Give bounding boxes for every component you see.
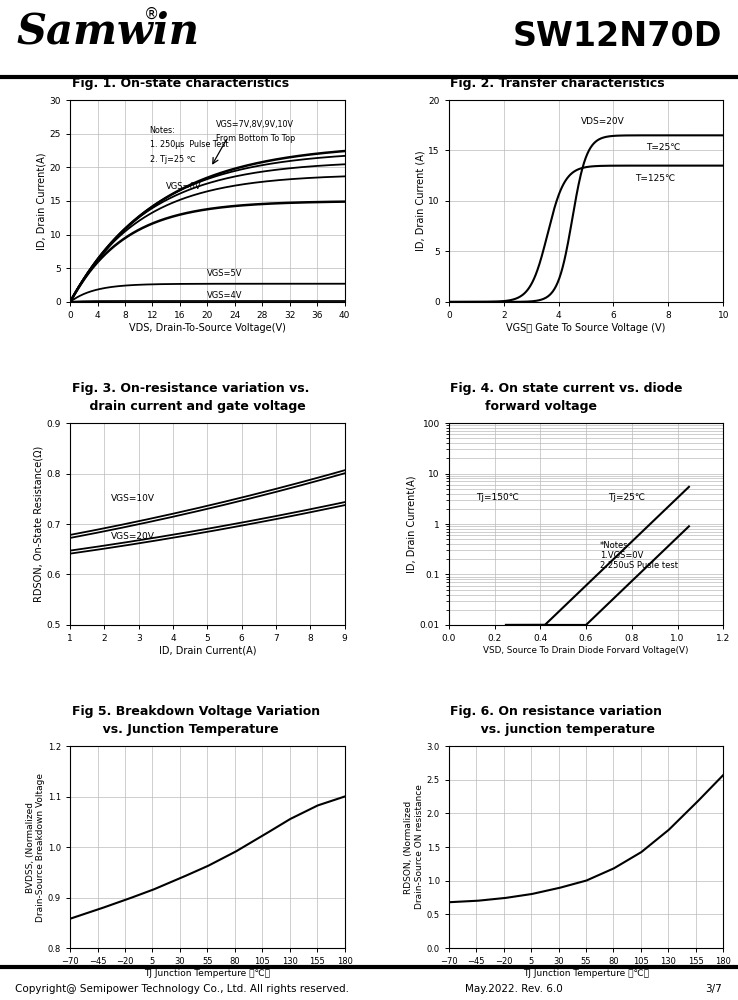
Text: drain current and gate voltage: drain current and gate voltage	[72, 400, 306, 413]
Text: VGS=6V: VGS=6V	[166, 182, 201, 191]
Y-axis label: BVDSS, (Normalized
Drain-Source Breakdown Voltage: BVDSS, (Normalized Drain-Source Breakdow…	[26, 773, 45, 922]
Text: VGS=5V: VGS=5V	[207, 269, 243, 278]
X-axis label: VSD, Source To Drain Diode Forvard Voltage(V): VSD, Source To Drain Diode Forvard Volta…	[483, 646, 689, 655]
Text: Fig. 2. Transfer characteristics: Fig. 2. Transfer characteristics	[450, 77, 665, 90]
Text: VDS=20V: VDS=20V	[581, 117, 624, 126]
Text: Notes:: Notes:	[150, 126, 176, 135]
Text: Fig. 3. On-resistance variation vs.: Fig. 3. On-resistance variation vs.	[72, 382, 309, 395]
Y-axis label: ID, Drain Current(A): ID, Drain Current(A)	[37, 152, 46, 250]
Text: VGS=4V: VGS=4V	[207, 291, 243, 300]
Text: SW12N70D: SW12N70D	[512, 19, 722, 52]
X-axis label: VDS, Drain-To-Source Voltage(V): VDS, Drain-To-Source Voltage(V)	[129, 323, 286, 333]
Text: Fig 5. Breakdown Voltage Variation: Fig 5. Breakdown Voltage Variation	[72, 705, 320, 718]
Text: *Notes:
1.VGS=0V
2.250uS Pusle test: *Notes: 1.VGS=0V 2.250uS Pusle test	[600, 541, 677, 570]
Text: forward voltage: forward voltage	[450, 400, 597, 413]
Text: T=25℃: T=25℃	[646, 143, 680, 152]
Text: VGS=10V: VGS=10V	[111, 494, 155, 503]
Text: T=125℃: T=125℃	[635, 174, 675, 183]
Text: 3/7: 3/7	[705, 984, 722, 994]
Text: Tj=25℃: Tj=25℃	[608, 493, 645, 502]
Text: Samwin: Samwin	[16, 11, 199, 53]
X-axis label: TJ Junction Temperture （℃）: TJ Junction Temperture （℃）	[523, 969, 649, 978]
Y-axis label: ID, Drain Current (A): ID, Drain Current (A)	[415, 151, 426, 251]
Text: ®: ®	[144, 7, 159, 22]
Text: Fig. 4. On state current vs. diode: Fig. 4. On state current vs. diode	[450, 382, 683, 395]
Text: Tj=150℃: Tj=150℃	[476, 493, 519, 502]
Text: Fig. 1. On-state characteristics: Fig. 1. On-state characteristics	[72, 77, 289, 90]
X-axis label: ID, Drain Current(A): ID, Drain Current(A)	[159, 646, 256, 656]
Y-axis label: RDSON, On-State Resistance(Ω): RDSON, On-State Resistance(Ω)	[34, 446, 44, 602]
X-axis label: VGS， Gate To Source Voltage (V): VGS， Gate To Source Voltage (V)	[506, 323, 666, 333]
Text: From Bottom To Top: From Bottom To Top	[215, 134, 294, 143]
Text: 2. Tj=25 ℃: 2. Tj=25 ℃	[150, 155, 196, 164]
Y-axis label: RDSON, (Normalized
Drain-Source ON resistance: RDSON, (Normalized Drain-Source ON resis…	[404, 785, 424, 909]
Text: Fig. 6. On resistance variation: Fig. 6. On resistance variation	[450, 705, 662, 718]
Text: Copyright@ Semipower Technology Co., Ltd. All rights reserved.: Copyright@ Semipower Technology Co., Ltd…	[15, 984, 349, 994]
Text: vs. Junction Temperature: vs. Junction Temperature	[72, 723, 278, 736]
Text: vs. junction temperature: vs. junction temperature	[450, 723, 655, 736]
Text: 1. 250μs  Pulse Test: 1. 250μs Pulse Test	[150, 140, 228, 149]
Text: May.2022. Rev. 6.0: May.2022. Rev. 6.0	[465, 984, 562, 994]
X-axis label: TJ Junction Temperture （℃）: TJ Junction Temperture （℃）	[145, 969, 270, 978]
Y-axis label: ID, Drain Current(A): ID, Drain Current(A)	[407, 475, 417, 573]
Text: VGS=20V: VGS=20V	[111, 532, 155, 541]
Text: VGS=7V,8V,9V,10V: VGS=7V,8V,9V,10V	[215, 120, 294, 129]
